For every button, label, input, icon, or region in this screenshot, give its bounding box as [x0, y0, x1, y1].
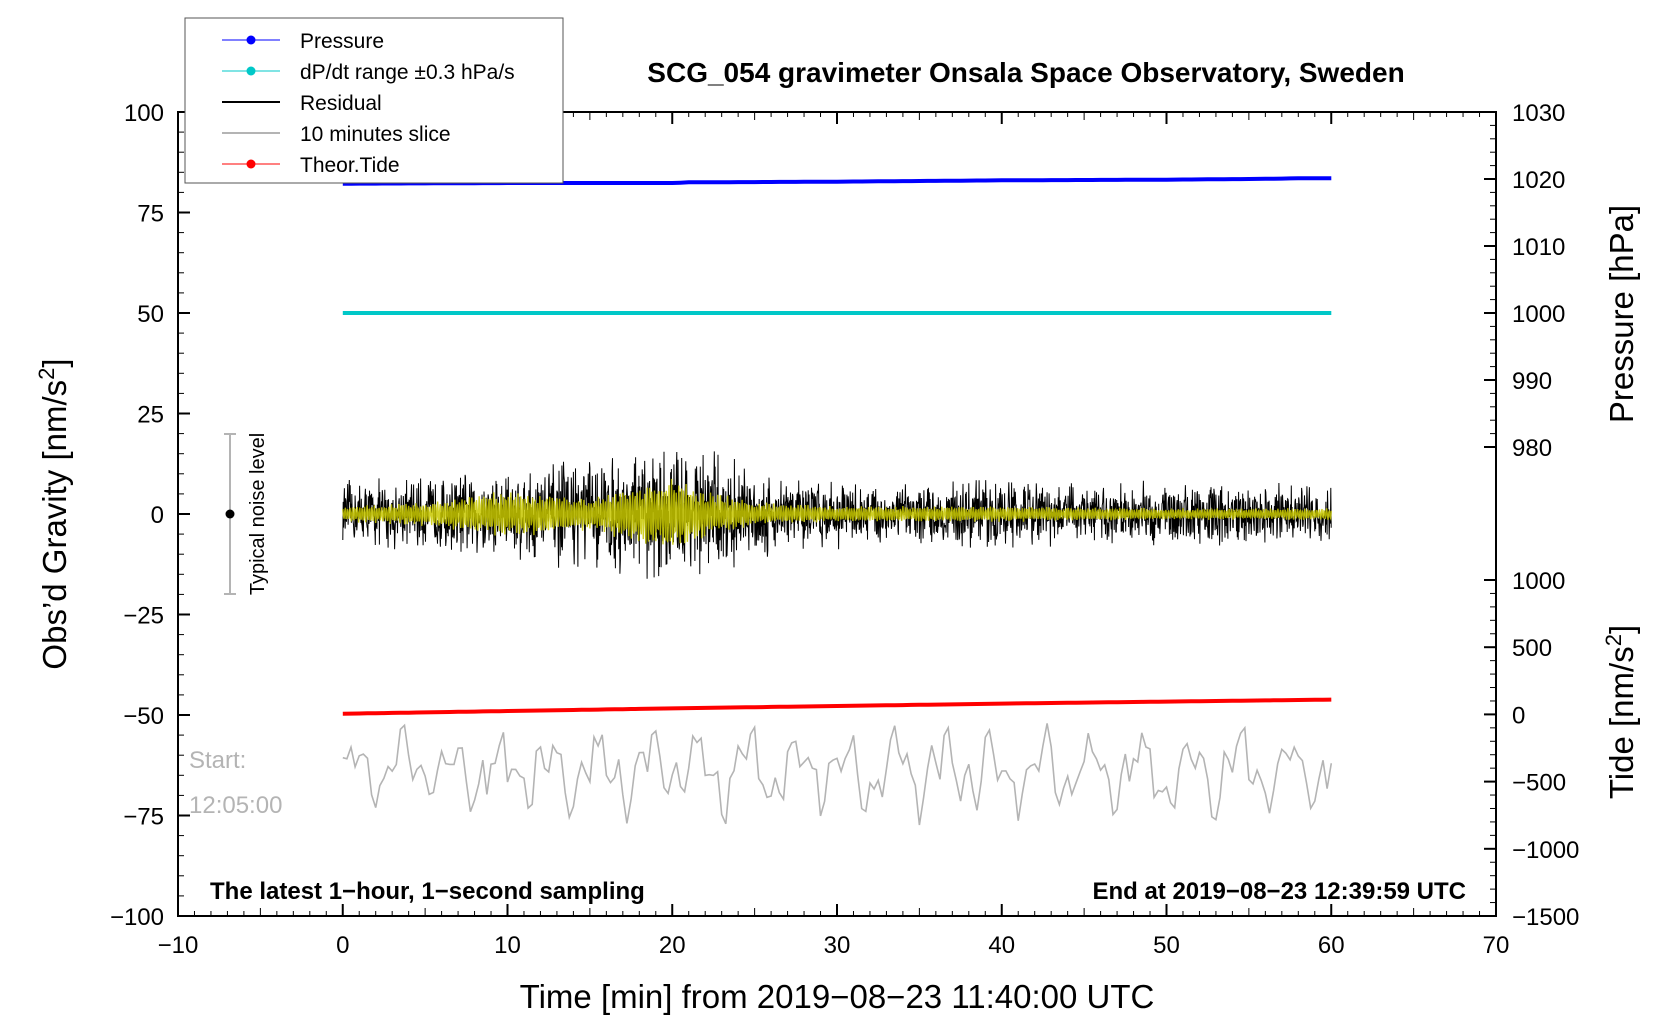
- y-left-tick-label: −75: [123, 804, 164, 831]
- residual-line: [342, 451, 1332, 579]
- noise-bar: Typical noise level: [224, 433, 269, 595]
- legend-marker-pressure: [246, 35, 256, 45]
- x-tick-label: 10: [494, 932, 521, 959]
- y-left-tick-label: 100: [124, 100, 164, 127]
- note-bottom-left: The latest 1−hour, 1−second sampling: [210, 878, 645, 905]
- chart-title: SCG_054 gravimeter Onsala Space Observat…: [647, 57, 1404, 88]
- legend-box: [184, 17, 564, 184]
- y-tide-tick-label: −1500: [1512, 904, 1579, 931]
- legend-label-dpdt: dP/dt range ±0.3 hPa/s: [300, 61, 515, 84]
- note-bottom-right: End at 2019−08−23 12:39:59 UTC: [1092, 878, 1466, 905]
- start-time: 12:05:00: [189, 792, 282, 819]
- legend-marker-dpdt: [246, 66, 256, 76]
- y-left-tick-label: 75: [137, 201, 164, 228]
- x-tick-label: 50: [1153, 932, 1180, 959]
- x-tick-label: 40: [988, 932, 1015, 959]
- x-tick-label: 20: [659, 932, 686, 959]
- y-axis-title-left: Obs’d Gravity [nm/s2]: [34, 358, 73, 669]
- y-left-tick-label: −50: [123, 703, 164, 730]
- y-pressure-tick-label: 1020: [1512, 167, 1565, 194]
- legend: Pressure dP/dt range ±0.3 hPa/s Residual…: [184, 17, 564, 184]
- y-pressure-tick-label: 1030: [1512, 100, 1565, 127]
- y-left-tick-label: 50: [137, 301, 164, 328]
- noise-bar-center: [225, 509, 235, 519]
- x-tick-label: 70: [1483, 932, 1510, 959]
- y-axis-title-pressure: Pressure [hPa]: [1603, 205, 1640, 423]
- legend-marker-tide: [246, 159, 256, 169]
- y-pressure-tick-label: 980: [1512, 435, 1552, 462]
- y-axis-left-exponent: 2: [34, 368, 59, 380]
- filtered-residual-line: [342, 478, 1332, 545]
- series-line-4: [342, 697, 1332, 716]
- y-left-tick-label: −100: [110, 904, 164, 931]
- series-layer: [342, 176, 1333, 826]
- x-tick-label: 30: [824, 932, 851, 959]
- x-tick-label: −10: [158, 932, 199, 959]
- y-tide-tick-label: 1000: [1512, 568, 1565, 595]
- legend-label-residual: Residual: [300, 92, 382, 115]
- x-axis-title: Time [min] from 2019−08−23 11:40:00 UTC: [520, 978, 1155, 1015]
- x-tick-label: 0: [336, 932, 349, 959]
- y-tide-tick-label: −1000: [1512, 837, 1579, 864]
- y-tide-tick-label: 0: [1512, 702, 1525, 729]
- y-axis-title-tide: Tide [nm/s2]: [1601, 625, 1640, 799]
- y-left-tick-label: 0: [151, 502, 164, 529]
- y-axis-tide-exponent: 2: [1601, 634, 1626, 646]
- legend-label-tide: Theor.Tide: [300, 154, 400, 177]
- legend-label-pressure: Pressure: [300, 30, 384, 53]
- axis-ticks: −10 0 10 20 30 40 50 60 701007550250−25−50−75−10…: [110, 100, 1579, 959]
- y-pressure-tick-label: 1010: [1512, 234, 1565, 261]
- ten-minute-slice-line: [342, 723, 1333, 826]
- start-label: Start:: [189, 747, 246, 774]
- y-left-tick-label: 25: [137, 402, 164, 429]
- y-pressure-tick-label: 990: [1512, 368, 1552, 395]
- y-tide-tick-label: 500: [1512, 635, 1552, 662]
- legend-label-slice: 10 minutes slice: [300, 123, 451, 146]
- y-pressure-tick-label: 1000: [1512, 301, 1565, 328]
- y-left-tick-label: −25: [123, 603, 164, 630]
- x-tick-label: 60: [1318, 932, 1345, 959]
- noise-bar-label: Typical noise level: [247, 433, 269, 595]
- y-tide-tick-label: −500: [1512, 770, 1566, 797]
